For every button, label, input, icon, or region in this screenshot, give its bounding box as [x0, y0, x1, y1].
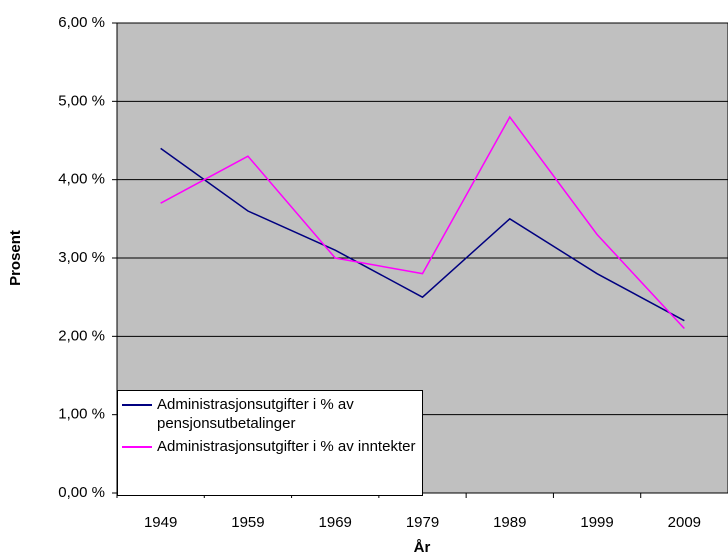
line-series [160, 115, 685, 330]
x-tick-label: 1969 [319, 514, 352, 531]
legend-swatch [122, 446, 152, 448]
y-tick-label: 2,00 % [58, 327, 105, 344]
x-tick-label: 1999 [580, 514, 613, 531]
y-tick-label: 1,00 % [58, 406, 105, 423]
legend-label: Administrasjonsutgifter i % av inntekter [157, 438, 416, 455]
y-tick-label: 5,00 % [58, 92, 105, 109]
y-tick-label: 6,00 % [58, 14, 105, 31]
y-tick-label: 4,00 % [58, 171, 105, 188]
y-tick-label: 0,00 % [58, 484, 105, 501]
x-tick-label: 2009 [668, 514, 701, 531]
y-tick-label: 3,00 % [58, 249, 105, 266]
line-series [160, 147, 685, 322]
x-tick-label: 1979 [406, 514, 439, 531]
legend-entry: Administrasjonsutgifter i % av pensjonsu… [118, 395, 422, 433]
x-tick-label: 1949 [144, 514, 177, 531]
x-tick-label: 1989 [493, 514, 526, 531]
x-tick-label: 1959 [231, 514, 264, 531]
legend-entry: Administrasjonsutgifter i % av inntekter [118, 437, 422, 456]
legend: Administrasjonsutgifter i % av pensjonsu… [117, 390, 423, 496]
x-axis-label: År [414, 539, 431, 556]
y-axis-label: Prosent [7, 230, 24, 286]
legend-swatch [122, 404, 152, 406]
legend-label: Administrasjonsutgifter i % av pensjonsu… [157, 396, 354, 432]
